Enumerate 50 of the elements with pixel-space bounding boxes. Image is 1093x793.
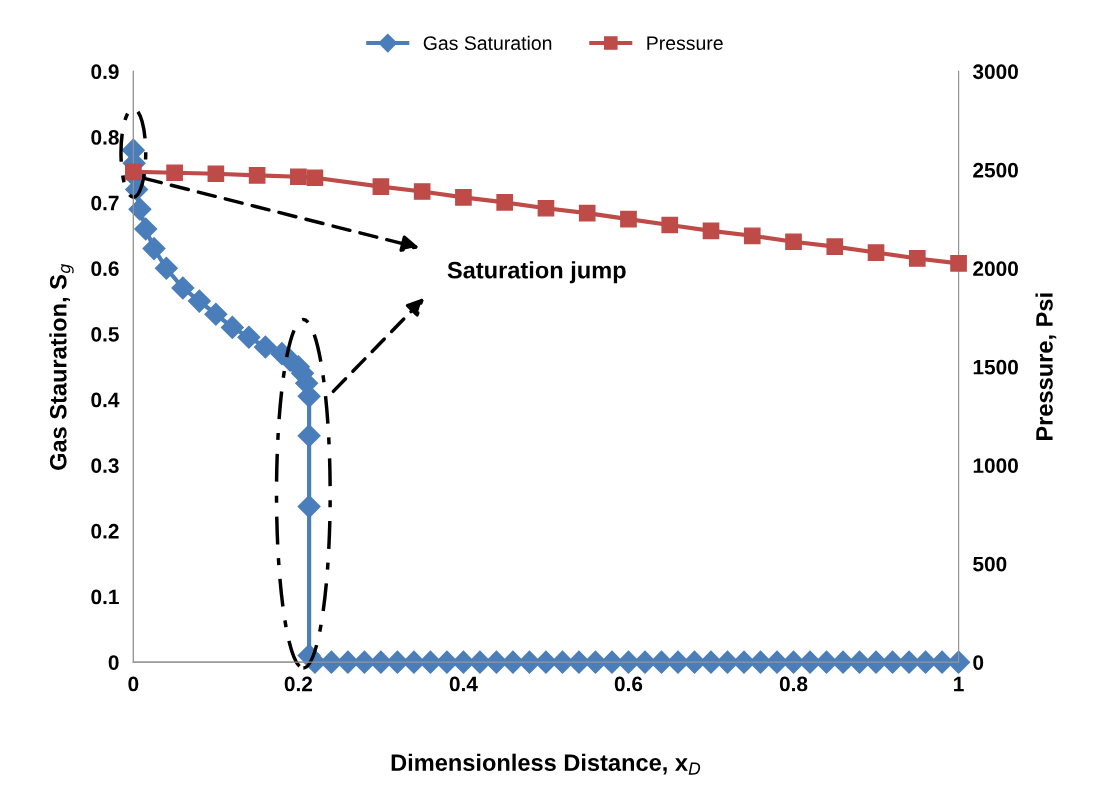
y2-tick-label: 1500 <box>973 359 1018 375</box>
y-tick-label: 0.3 <box>91 458 119 474</box>
x-tick-label: 0.2 <box>284 676 313 692</box>
y-tick-label: 0.5 <box>91 326 119 342</box>
point <box>826 238 844 255</box>
point <box>702 222 720 240</box>
x-tick-label: 0.6 <box>614 676 643 692</box>
point <box>290 168 307 186</box>
x-tick-label: 0 <box>128 676 139 692</box>
y2-tick-label: 2500 <box>973 162 1018 178</box>
y-tick-label: 0.8 <box>91 130 119 145</box>
point <box>661 216 679 234</box>
point <box>306 169 324 187</box>
y2-tick-label: 1000 <box>973 458 1018 473</box>
point <box>455 189 472 206</box>
point <box>413 183 431 200</box>
point <box>620 210 637 228</box>
point <box>743 227 761 245</box>
y2-tick-label: 500 <box>973 556 1007 572</box>
y-tick-label: 0 <box>108 655 119 670</box>
x-tick-label: 0.4 <box>449 676 478 692</box>
x-axis-title: Dimensionless Distance, x$_{D}$ <box>391 753 701 775</box>
point <box>908 250 926 267</box>
y2-tick-label: 0 <box>973 655 984 670</box>
y-tick-label: 0.9 <box>91 64 119 80</box>
y-tick-label: 0.2 <box>91 523 119 539</box>
y2-axis-title: Pressure, Psi <box>1035 293 1057 440</box>
point <box>166 164 183 182</box>
y-tick-label: 0.7 <box>91 195 119 211</box>
y2-tick-label: 2000 <box>973 261 1018 277</box>
y-tick-label: 0.6 <box>91 261 119 277</box>
y2-tick-label: 3000 <box>972 64 1018 80</box>
annotation: Saturation jump <box>447 261 626 284</box>
point <box>207 165 225 183</box>
legend-label: Gas Saturation <box>423 35 552 51</box>
y-axis-title: Gas Stauration, S$_{g}$ <box>49 264 74 470</box>
point <box>785 233 802 251</box>
x-tick-label: 0.8 <box>779 676 808 692</box>
point <box>578 204 596 222</box>
legend-label: Pressure <box>647 36 723 51</box>
y-tick-label: 0.1 <box>91 589 119 605</box>
x-tick-label: 1 <box>954 676 964 692</box>
point <box>950 255 967 272</box>
point <box>125 163 142 181</box>
point <box>372 178 390 195</box>
point <box>537 199 555 217</box>
point <box>867 244 885 261</box>
y-tick-label: 0.4 <box>91 392 120 408</box>
point <box>496 193 514 211</box>
point <box>248 167 266 184</box>
